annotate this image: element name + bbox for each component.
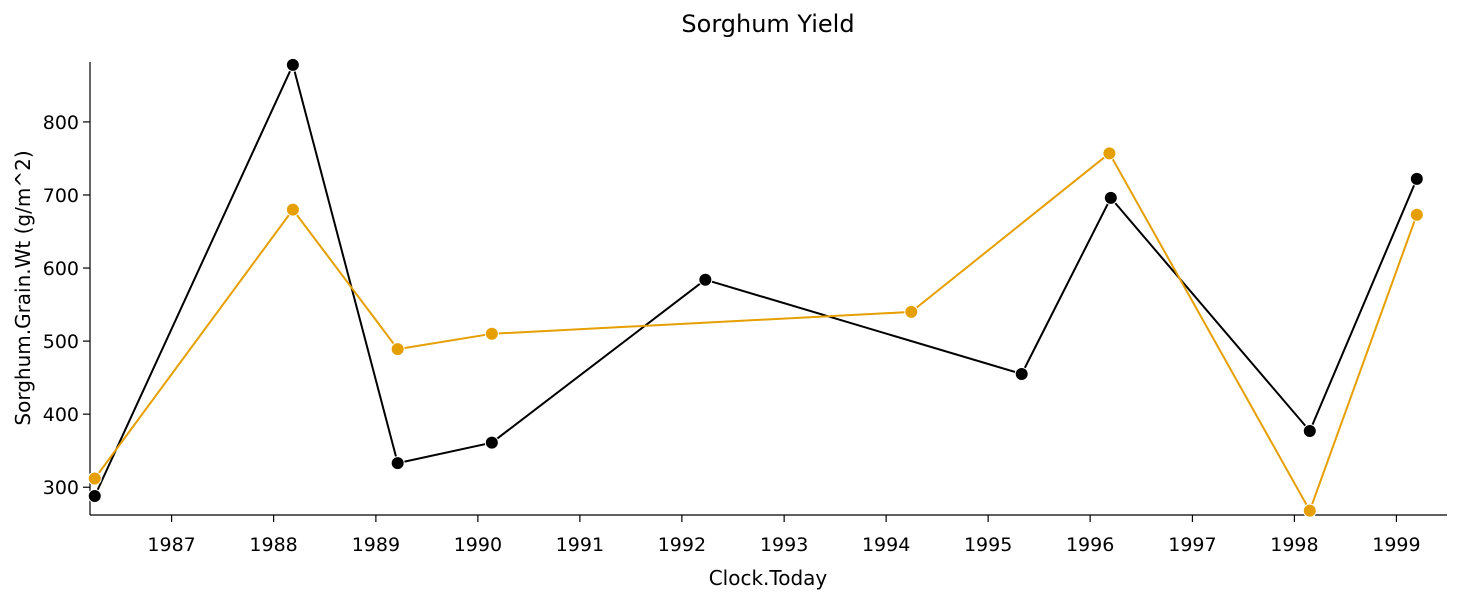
x-tick-label: 1992 (658, 534, 706, 556)
data-point (87, 471, 102, 486)
y-tick-label: 700 (43, 185, 79, 207)
y-tick-label: 300 (43, 477, 79, 499)
x-axis-ticks: 1987 1988 1989 1990 1991 1992 1993 1994 1995 1996… (147, 515, 1421, 556)
x-tick-label: 1997 (1168, 534, 1216, 556)
x-tick-label: 1999 (1372, 534, 1420, 556)
y-tick-label: 400 (43, 404, 79, 426)
x-tick-label: 1990 (454, 534, 502, 556)
x-tick-label: 1995 (964, 534, 1012, 556)
x-axis-label: Clock.Today (709, 566, 828, 590)
x-tick-label: 1993 (760, 534, 808, 556)
data-point (390, 342, 405, 357)
data-point (1302, 423, 1317, 438)
series-layer (87, 57, 1424, 518)
data-point (484, 326, 499, 341)
data-point (285, 57, 300, 72)
y-axis-label: Sorghum.Grain.Wt (g/m^2) (11, 150, 35, 425)
x-tick-label: 1991 (556, 534, 604, 556)
data-point (1409, 171, 1424, 186)
series-line (93, 152, 1418, 512)
data-point (904, 304, 919, 319)
data-point (484, 435, 499, 450)
data-point (87, 489, 102, 504)
series-2 (87, 146, 1424, 518)
axes (89, 62, 1447, 516)
data-point (1409, 207, 1424, 222)
x-tick-label: 1987 (147, 534, 195, 556)
data-point (1014, 366, 1029, 381)
y-tick-label: 600 (43, 258, 79, 280)
x-tick-label: 1994 (862, 534, 910, 556)
chart-title: Sorghum Yield (681, 10, 854, 38)
data-point (390, 456, 405, 471)
series-1 (87, 57, 1424, 504)
data-point (1103, 190, 1118, 205)
y-tick-label: 500 (43, 331, 79, 353)
x-tick-label: 1998 (1270, 534, 1318, 556)
y-axis-ticks: 300 400 500 600 700 800 (43, 112, 90, 499)
data-point (1102, 146, 1117, 161)
y-tick-label: 800 (43, 112, 79, 134)
data-point (285, 202, 300, 217)
data-point (698, 272, 713, 287)
x-tick-label: 1989 (352, 534, 400, 556)
x-tick-label: 1996 (1066, 534, 1114, 556)
data-point (1302, 503, 1317, 518)
x-tick-label: 1988 (249, 534, 297, 556)
series-line (93, 63, 1418, 497)
